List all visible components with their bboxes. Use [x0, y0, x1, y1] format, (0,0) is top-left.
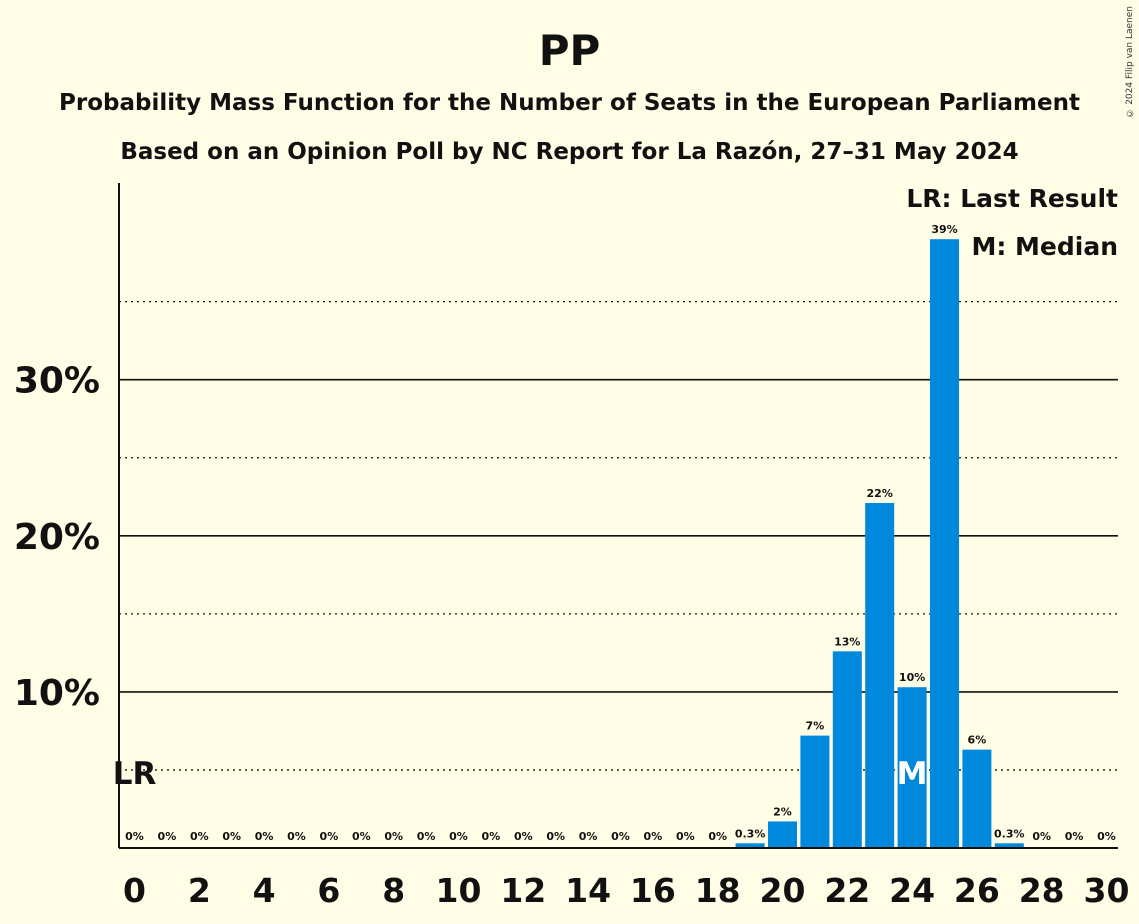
x-tick-label: 18	[695, 871, 741, 910]
data-label: 0%	[125, 830, 144, 843]
median-marker: M	[897, 756, 928, 792]
chart-source: Based on an Opinion Poll by NC Report fo…	[120, 139, 1019, 165]
data-label: 7%	[806, 720, 825, 733]
data-label: 0%	[352, 830, 371, 843]
x-tick-label: 10	[436, 871, 482, 910]
data-label: 0%	[222, 830, 241, 843]
data-label: 0%	[417, 830, 436, 843]
data-label: 0%	[287, 830, 306, 843]
data-label: 0%	[482, 830, 501, 843]
data-label: 10%	[899, 671, 925, 684]
bar	[832, 651, 862, 848]
data-label: 2%	[773, 805, 792, 818]
x-tick-label: 12	[500, 871, 546, 910]
chart-subtitle: Probability Mass Function for the Number…	[59, 90, 1080, 116]
y-tick-label: 20%	[14, 517, 100, 558]
x-tick-label: 2	[188, 871, 211, 910]
data-label: 0%	[644, 830, 663, 843]
data-label: 0.3%	[994, 827, 1025, 840]
chart-title: PP	[538, 26, 601, 75]
data-label: 22%	[867, 487, 893, 500]
x-tick-label: 14	[565, 871, 611, 910]
x-tick-label: 26	[954, 871, 1000, 910]
bar	[865, 503, 895, 848]
y-tick-label: 10%	[14, 673, 100, 714]
data-label: 0%	[384, 830, 403, 843]
data-label: 0%	[1065, 830, 1084, 843]
bar	[994, 843, 1024, 848]
x-tick-label: 16	[630, 871, 676, 910]
x-tick-label: 4	[253, 871, 276, 910]
y-tick-label: 30%	[14, 361, 100, 402]
last-result-marker: LR	[113, 756, 157, 792]
data-label: 0%	[1097, 830, 1116, 843]
data-label: 0%	[676, 830, 695, 843]
x-tick-label: 28	[1019, 871, 1065, 910]
data-label: 0%	[579, 830, 598, 843]
bar	[735, 843, 765, 848]
x-tick-label: 8	[382, 871, 405, 910]
x-tick-label: 0	[123, 871, 146, 910]
data-label: 0%	[255, 830, 274, 843]
data-label: 0%	[514, 830, 533, 843]
legend-median: M: Median	[971, 232, 1118, 261]
data-label: 0%	[708, 830, 727, 843]
data-label: 0.3%	[735, 827, 766, 840]
data-label: 0%	[1032, 830, 1051, 843]
data-label: 0%	[611, 830, 630, 843]
legend-last-result: LR: Last Result	[906, 184, 1118, 213]
data-label: 6%	[968, 734, 987, 747]
bar	[930, 239, 959, 848]
x-tick-label: 20	[760, 871, 806, 910]
data-label: 0%	[190, 830, 209, 843]
x-tick-label: 22	[824, 871, 870, 910]
x-tick-label: 30	[1084, 871, 1130, 910]
data-label: 13%	[834, 635, 860, 648]
data-label: 0%	[320, 830, 339, 843]
x-tick-label: 24	[889, 871, 935, 910]
bar	[897, 687, 927, 848]
data-label: 0%	[449, 830, 468, 843]
data-label: 0%	[546, 830, 565, 843]
data-label: 39%	[931, 223, 957, 236]
bar	[962, 749, 992, 848]
x-tick-label: 6	[317, 871, 340, 910]
data-label: 0%	[158, 830, 177, 843]
bar	[768, 821, 797, 848]
bar	[800, 735, 830, 848]
